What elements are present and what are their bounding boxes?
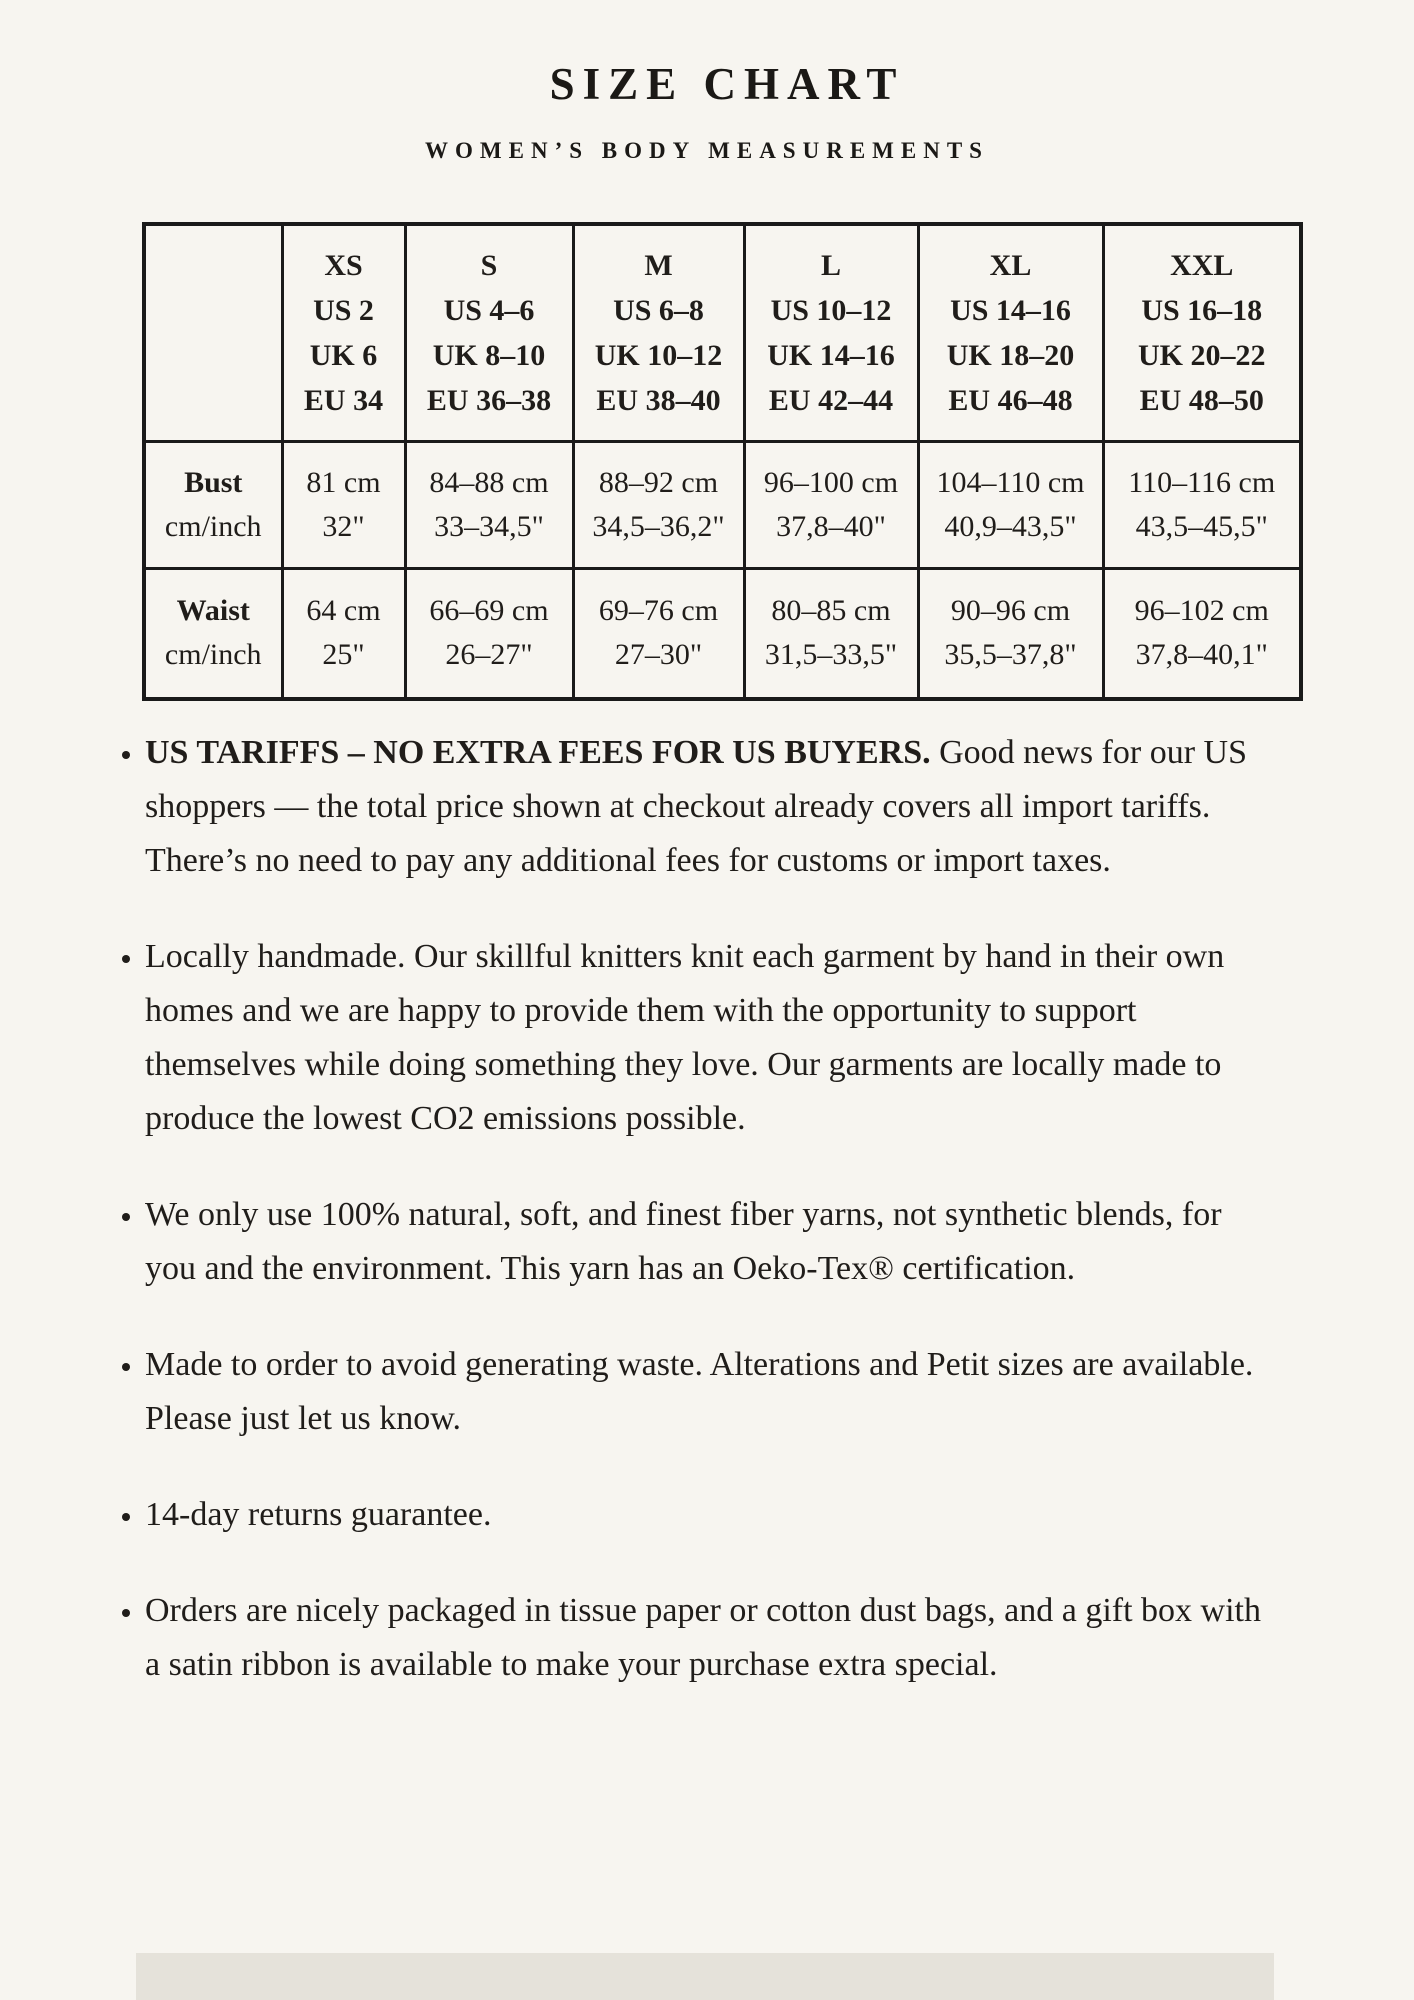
bust-xs: 81 cm 32" xyxy=(280,439,407,570)
size-eu: EU 48–50 xyxy=(1139,383,1264,417)
size-us: US 10–12 xyxy=(770,293,892,327)
measure-name: Waist xyxy=(176,594,250,628)
size-us: US 4–6 xyxy=(443,293,535,327)
size-us: US 6–8 xyxy=(613,293,704,327)
size-header-xs: XS US 2 UK 6 EU 34 xyxy=(280,222,407,443)
value-cm: 66–69 cm xyxy=(429,594,549,628)
value-inch: 27–30" xyxy=(614,638,703,672)
size-eu: EU 36–38 xyxy=(426,383,552,417)
bullet-packaging: Orders are nicely packaged in tissue pap… xyxy=(145,1584,1280,1692)
waist-row: Waist cm/inch 64 cm 25" 66–69 cm 26–27" … xyxy=(142,566,1303,701)
bullet-text: Made to order to avoid generating waste.… xyxy=(145,1346,1254,1437)
size-uk: UK 18–20 xyxy=(946,338,1075,372)
value-cm: 110–116 cm xyxy=(1128,465,1276,499)
page-subtitle: WOMEN’S BODY MEASUREMENTS xyxy=(425,138,989,163)
corner-cell xyxy=(142,222,284,443)
size-uk: UK 10–12 xyxy=(594,338,723,372)
value-inch: 40,9–43,5" xyxy=(944,509,1077,543)
size-label: M xyxy=(644,248,673,282)
bullet-text: Orders are nicely packaged in tissue pap… xyxy=(145,1592,1262,1683)
measure-unit: cm/inch xyxy=(164,638,262,672)
value-cm: 96–100 cm xyxy=(763,465,899,499)
size-uk: UK 14–16 xyxy=(767,338,895,372)
size-label: XL xyxy=(989,248,1032,282)
bust-row-label: Bust cm/inch xyxy=(142,439,284,570)
value-inch: 26–27" xyxy=(445,638,533,672)
size-header-l: L US 10–12 UK 14–16 EU 42–44 xyxy=(742,222,920,443)
info-bullet-list: US TARIFFS – NO EXTRA FEES FOR US BUYERS… xyxy=(96,726,1280,1734)
size-label: S xyxy=(480,248,498,282)
bullet-text: Locally handmade. Our skillful knitters … xyxy=(145,938,1225,1137)
bust-row: Bust cm/inch 81 cm 32" 84–88 cm 33–34,5"… xyxy=(142,439,1303,570)
bullet-locally-handmade: Locally handmade. Our skillful knitters … xyxy=(145,930,1280,1146)
size-label: XS xyxy=(324,248,363,282)
bust-s: 84–88 cm 33–34,5" xyxy=(403,439,575,570)
waist-xs: 64 cm 25" xyxy=(280,566,407,701)
size-header-xl: XL US 14–16 UK 18–20 EU 46–48 xyxy=(916,222,1105,443)
size-us: US 14–16 xyxy=(950,293,1071,327)
value-inch: 25" xyxy=(322,638,365,672)
bust-xl: 104–110 cm 40,9–43,5" xyxy=(916,439,1105,570)
value-cm: 96–102 cm xyxy=(1134,594,1269,628)
bullet-made-to-order: Made to order to avoid generating waste.… xyxy=(145,1338,1280,1446)
size-uk: UK 8–10 xyxy=(432,338,546,372)
waist-s: 66–69 cm 26–27" xyxy=(403,566,575,701)
value-inch: 43,5–45,5" xyxy=(1135,509,1268,543)
value-inch: 37,8–40,1" xyxy=(1135,638,1268,672)
bullet-natural-yarns: We only use 100% natural, soft, and fine… xyxy=(145,1188,1280,1296)
value-inch: 33–34,5" xyxy=(434,509,544,543)
value-cm: 64 cm xyxy=(306,594,381,628)
size-eu: EU 38–40 xyxy=(596,383,721,417)
size-eu: EU 46–48 xyxy=(948,383,1073,417)
size-eu: EU 42–44 xyxy=(768,383,894,417)
size-header-s: S US 4–6 UK 8–10 EU 36–38 xyxy=(403,222,575,443)
value-inch: 34,5–36,2" xyxy=(592,509,725,543)
size-chart-table: XS US 2 UK 6 EU 34 S US 4–6 UK 8–10 EU 3… xyxy=(142,222,1303,701)
value-inch: 32" xyxy=(322,509,365,543)
bullet-text: We only use 100% natural, soft, and fine… xyxy=(145,1196,1222,1287)
size-header-xxl: XXL US 16–18 UK 20–22 EU 48–50 xyxy=(1101,222,1303,443)
size-header-m: M US 6–8 UK 10–12 EU 38–40 xyxy=(571,222,746,443)
bullet-returns-guarantee: 14-day returns guarantee. xyxy=(145,1488,1280,1542)
measure-name: Bust xyxy=(184,465,243,499)
waist-m: 69–76 cm 27–30" xyxy=(571,566,746,701)
bullet-us-tariffs: US TARIFFS – NO EXTRA FEES FOR US BUYERS… xyxy=(145,726,1280,888)
value-inch: 35,5–37,8" xyxy=(944,638,1077,672)
bullet-bold-text: US TARIFFS – NO EXTRA FEES FOR US BUYERS… xyxy=(145,734,931,771)
value-inch: 37,8–40" xyxy=(776,509,886,543)
value-cm: 81 cm xyxy=(306,465,381,499)
value-cm: 84–88 cm xyxy=(429,465,549,499)
waist-row-label: Waist cm/inch xyxy=(142,566,284,701)
value-cm: 104–110 cm xyxy=(936,465,1085,499)
bust-m: 88–92 cm 34,5–36,2" xyxy=(571,439,746,570)
bust-xxl: 110–116 cm 43,5–45,5" xyxy=(1101,439,1303,570)
bullet-text: 14-day returns guarantee. xyxy=(145,1496,492,1533)
page-title: SIZE CHART xyxy=(549,59,905,109)
size-uk: UK 20–22 xyxy=(1138,338,1266,372)
size-us: US 16–18 xyxy=(1141,293,1263,327)
next-section-partial xyxy=(136,1953,1274,2000)
table-header-row: XS US 2 UK 6 EU 34 S US 4–6 UK 8–10 EU 3… xyxy=(142,222,1303,443)
waist-xxl: 96–102 cm 37,8–40,1" xyxy=(1101,566,1303,701)
measure-unit: cm/inch xyxy=(164,509,262,543)
value-cm: 69–76 cm xyxy=(598,594,719,628)
size-us: US 2 xyxy=(313,293,374,327)
value-inch: 31,5–33,5" xyxy=(764,638,898,672)
size-label: L xyxy=(820,248,841,282)
size-label: XXL xyxy=(1170,248,1234,282)
waist-xl: 90–96 cm 35,5–37,8" xyxy=(916,566,1105,701)
bullet-text: Good news for our US shoppers — the tota… xyxy=(145,734,1247,879)
size-uk: UK 6 xyxy=(309,338,378,372)
size-eu: EU 34 xyxy=(303,383,384,417)
value-cm: 88–92 cm xyxy=(598,465,719,499)
waist-l: 80–85 cm 31,5–33,5" xyxy=(742,566,920,701)
value-cm: 90–96 cm xyxy=(950,594,1071,628)
bust-l: 96–100 cm 37,8–40" xyxy=(742,439,920,570)
value-cm: 80–85 cm xyxy=(771,594,891,628)
